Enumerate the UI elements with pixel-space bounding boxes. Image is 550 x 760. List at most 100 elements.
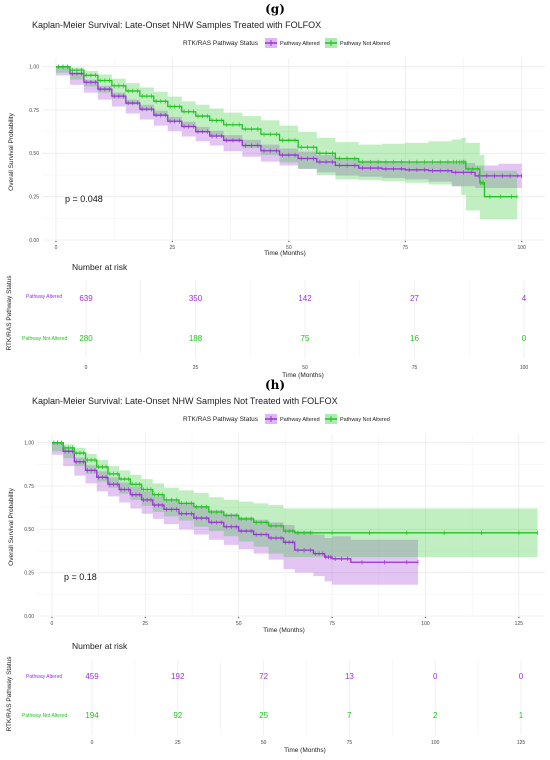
risk-x-ticks-h: 0 25 50 75 100 125 xyxy=(91,740,526,746)
risk-count-not-altered-g: 280 xyxy=(79,334,93,343)
legend-key-not-altered-g xyxy=(325,38,337,48)
legend-h: RTK/RAS Pathway Status Pathway Altered P… xyxy=(183,414,390,424)
x-tick-label-h: 0 xyxy=(51,621,54,627)
censor-marks-g xyxy=(57,64,523,199)
risk-grid-g xyxy=(85,280,525,358)
y-tick-label-h: 1.00 xyxy=(24,440,34,446)
legend-key-not-altered-h xyxy=(325,414,337,424)
x-tick-label-g: 0 xyxy=(55,245,58,251)
risk-row-label-not-altered-h: Pathway Not Altered xyxy=(22,713,68,719)
curves-g xyxy=(55,66,522,198)
risk-x-ticks-g: 0 25 50 75 100 xyxy=(85,365,529,371)
y-ticks-h: 0.00 0.25 0.50 0.75 1.00 xyxy=(24,440,34,619)
risk-count-altered-h: 0 xyxy=(433,672,438,681)
risk-grid-h xyxy=(91,660,522,735)
risk-count-not-altered-h: 2 xyxy=(433,711,438,720)
legend-g: RTK/RAS Pathway Status Pathway Altered P… xyxy=(183,38,390,48)
risk-x-tick-label-g: 25 xyxy=(193,365,199,371)
x-tick-mark-g xyxy=(521,240,523,243)
x-tick-mark-g xyxy=(404,240,406,243)
risk-count-not-altered-h: 194 xyxy=(85,711,99,720)
y-tick-label-h: 0.50 xyxy=(24,527,34,533)
x-tick-mark-h xyxy=(238,616,240,619)
risk-count-altered-g: 639 xyxy=(79,294,93,303)
risk-count-altered-h: 13 xyxy=(345,672,354,681)
km-curve-altered-h xyxy=(51,442,418,563)
risk-count-altered-g: 27 xyxy=(410,294,419,303)
plot-area-g: 0.00 0.25 0.50 0.75 1.00 0 25 50 75 100 xyxy=(29,58,545,251)
y-tick-label-h: 0.25 xyxy=(24,570,34,576)
grid-g xyxy=(42,58,545,241)
ci-band-altered-h xyxy=(51,442,419,585)
risk-count-altered-g: 142 xyxy=(298,294,312,303)
legend-key-altered-g xyxy=(265,38,277,48)
grid-h xyxy=(37,434,545,617)
x-tick-mark-g xyxy=(55,240,57,243)
risk-row-label-not-altered-g: Pathway Not Altered xyxy=(22,336,68,342)
y-tick-label-g: 0.75 xyxy=(29,108,39,114)
x-tick-mark-h xyxy=(518,616,520,619)
risk-counts-g: 639 350 142 27 4 280 188 75 16 0 xyxy=(79,294,526,343)
risk-ylabel-g: RTK/RAS Pathway Status xyxy=(6,275,13,351)
legend-label-not-altered-h: Pathway Not Altered xyxy=(340,417,390,423)
x-tick-label-h: 25 xyxy=(143,621,149,627)
plot-area-h: 0.00 0.25 0.50 0.75 1.00 0 25 50 75 100 125 xyxy=(24,434,545,627)
risk-title-h: Number at risk xyxy=(72,641,128,651)
x-tick-mark-h xyxy=(424,616,427,619)
risk-table-g: Number at risk RTK/RAS Pathway Status Pa… xyxy=(6,262,528,379)
x-axis-label-h: Time (Months) xyxy=(263,627,305,634)
panel-g: (g) Kaplan-Meier Survival: Late-Onset NH… xyxy=(6,2,545,379)
risk-x-tick-label-h: 25 xyxy=(175,740,181,746)
x-tick-mark-g xyxy=(171,240,174,243)
risk-xlabel-h: Time (Months) xyxy=(284,747,326,754)
x-tick-label-g: 75 xyxy=(402,245,408,251)
risk-count-not-altered-h: 25 xyxy=(259,711,268,720)
x-tick-mark-h xyxy=(144,616,147,619)
km-curve-not-altered-g xyxy=(55,66,518,198)
risk-x-tick-label-h: 0 xyxy=(91,740,94,746)
risk-count-altered-h: 192 xyxy=(171,672,185,681)
y-tick-label-g: 0.50 xyxy=(29,151,39,157)
pvalue-h: p = 0.18 xyxy=(64,572,97,582)
y-axis-label-h: Overall Survival Probability xyxy=(8,487,15,565)
ci-band-not-altered-h xyxy=(51,442,538,558)
x-ticks-g: 0 25 50 75 100 xyxy=(55,240,526,251)
risk-count-altered-h: 72 xyxy=(259,672,268,681)
risk-x-tick-label-h: 100 xyxy=(431,740,440,746)
risk-x-tick-label-g: 100 xyxy=(520,365,529,371)
risk-count-not-altered-g: 0 xyxy=(522,334,527,343)
x-tick-label-h: 100 xyxy=(421,621,430,627)
x-axis-label-g: Time (Months) xyxy=(264,250,306,257)
censor-marks-h xyxy=(53,440,538,565)
y-ticks-g: 0.00 0.25 0.50 0.75 1.00 xyxy=(29,64,39,243)
legend-key-altered-h xyxy=(265,414,277,424)
chart-title-g: Kaplan-Meier Survival: Late-Onset NHW Sa… xyxy=(32,20,321,30)
panel-label-h: (h) xyxy=(265,378,285,392)
risk-count-altered-h: 459 xyxy=(85,672,99,681)
risk-xlabel-g: Time (Months) xyxy=(282,372,324,379)
pvalue-g: p = 0.048 xyxy=(65,194,103,204)
x-tick-label-h: 125 xyxy=(515,621,524,627)
km-curve-altered-g xyxy=(55,66,522,177)
x-ticks-h: 0 25 50 75 100 125 xyxy=(51,616,524,627)
risk-x-tick-label-g: 75 xyxy=(412,365,418,371)
risk-table-h: Number at risk RTK/RAS Pathway Status Pa… xyxy=(6,641,525,754)
risk-row-label-altered-h: Pathway Altered xyxy=(26,674,62,680)
risk-count-not-altered-h: 7 xyxy=(347,711,352,720)
x-tick-mark-h xyxy=(51,616,53,619)
risk-count-not-altered-g: 188 xyxy=(189,334,203,343)
risk-count-altered-g: 4 xyxy=(522,294,527,303)
x-tick-label-g: 25 xyxy=(170,245,176,251)
ci-bands-h xyxy=(51,442,538,585)
x-tick-mark-h xyxy=(331,616,333,619)
chart-title-h: Kaplan-Meier Survival: Late-Onset NHW Sa… xyxy=(32,396,338,406)
y-tick-label-h: 0.75 xyxy=(24,484,34,490)
panel-h: (h) Kaplan-Meier Survival: Late-Onset NH… xyxy=(6,378,545,754)
risk-count-not-altered-h: 92 xyxy=(173,711,182,720)
risk-count-altered-g: 350 xyxy=(189,294,203,303)
risk-count-not-altered-h: 1 xyxy=(519,711,524,720)
risk-count-not-altered-g: 16 xyxy=(410,334,419,343)
legend-label-altered-h: Pathway Altered xyxy=(280,417,320,423)
x-tick-label-h: 50 xyxy=(236,621,242,627)
